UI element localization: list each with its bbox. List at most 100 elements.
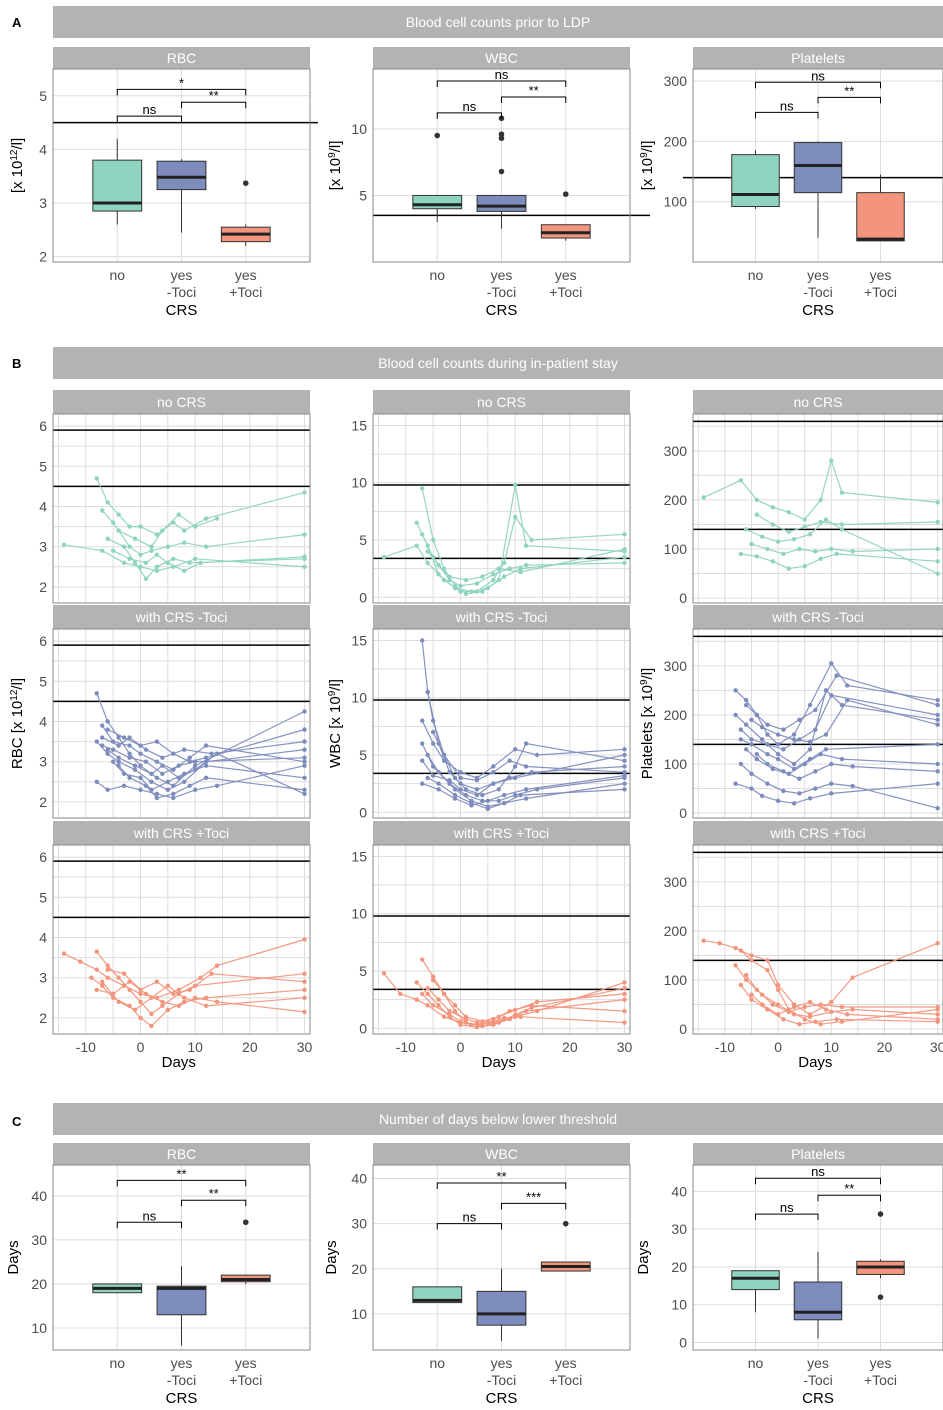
data-point — [845, 1012, 850, 1017]
data-point — [775, 1002, 781, 1007]
box — [793, 142, 843, 194]
data-point — [474, 792, 480, 798]
data-point — [182, 747, 187, 752]
data-point — [430, 773, 436, 778]
y-tick-label: 0 — [679, 1334, 687, 1350]
data-point — [802, 563, 807, 569]
axis-label-part: /l] — [9, 678, 26, 690]
y-tick-label: 0 — [679, 590, 687, 606]
data-point — [845, 683, 850, 688]
data-point — [154, 979, 160, 984]
x-tick-label: 20 — [562, 1039, 578, 1055]
data-point — [775, 1012, 781, 1017]
data-point — [765, 761, 770, 767]
x-tick-label: 0 — [137, 1039, 145, 1055]
data-point — [733, 712, 738, 718]
data-point — [420, 758, 425, 763]
significance-label: ns — [143, 1208, 157, 1223]
outlier-point — [877, 1211, 884, 1217]
data-point — [791, 801, 797, 806]
data-point — [143, 747, 149, 752]
y-tick-label: 6 — [39, 418, 47, 434]
y-tick-label: 10 — [351, 121, 367, 137]
section-b-label: B — [12, 356, 21, 371]
data-point — [116, 528, 121, 533]
data-point — [749, 742, 754, 747]
data-point — [154, 759, 160, 764]
data-point — [463, 577, 469, 583]
data-point — [765, 751, 770, 757]
significance-label: ns — [143, 102, 157, 117]
data-point — [441, 1014, 447, 1020]
data-point — [160, 1003, 165, 1009]
data-point — [209, 971, 214, 976]
data-point — [209, 751, 214, 756]
data-point — [176, 987, 181, 992]
significance-label: ** — [529, 83, 539, 98]
data-point — [935, 769, 940, 774]
axis-label-part: RBC [x 10 — [9, 701, 26, 769]
data-point — [203, 743, 209, 748]
significance-bracket — [116, 1179, 247, 1187]
data-point — [807, 1014, 813, 1020]
data-point — [797, 791, 802, 796]
data-point — [807, 739, 813, 745]
outlier-point — [562, 191, 569, 197]
data-point — [935, 571, 940, 576]
data-point — [192, 759, 198, 764]
data-point — [100, 979, 105, 984]
significance-bracket — [181, 1199, 247, 1207]
y-tick-label: 2 — [39, 579, 47, 595]
data-point — [850, 549, 855, 554]
data-point — [765, 967, 770, 973]
series-line — [740, 738, 938, 770]
data-point — [523, 563, 529, 568]
data-point — [165, 1007, 171, 1013]
data-point — [622, 1008, 627, 1014]
data-point — [414, 980, 419, 985]
axis-label-exponent: 9 — [639, 679, 650, 685]
data-point — [420, 532, 425, 537]
y-tick-label: 5 — [359, 532, 367, 548]
data-point — [116, 743, 121, 748]
series-line — [101, 510, 305, 556]
data-point — [160, 528, 165, 533]
x-axis-title: CRS — [802, 1390, 834, 1407]
data-point — [425, 689, 430, 695]
data-point — [813, 549, 818, 554]
data-point — [839, 756, 845, 762]
y-axis-title: RBC [x 1012/l] — [9, 678, 26, 769]
data-point — [138, 775, 143, 780]
data-point — [89, 975, 94, 980]
series-line — [96, 980, 305, 1013]
data-point — [523, 787, 529, 792]
data-point — [127, 524, 132, 529]
data-point — [105, 727, 110, 732]
data-point — [733, 945, 738, 951]
data-point — [94, 691, 99, 696]
series-line — [107, 538, 305, 580]
axis-label-part: /l] — [639, 141, 656, 153]
data-point — [770, 522, 775, 527]
data-point — [491, 572, 496, 577]
data-point — [149, 544, 154, 549]
data-point — [474, 787, 480, 792]
data-point — [441, 577, 447, 583]
data-point — [839, 490, 845, 495]
data-point — [116, 999, 121, 1005]
data-point — [491, 577, 496, 583]
data-point — [302, 739, 307, 744]
data-point — [622, 769, 627, 775]
data-point — [165, 983, 171, 988]
data-point — [823, 517, 829, 522]
data-point — [132, 763, 138, 768]
panel-border — [372, 68, 631, 263]
data-point — [182, 540, 187, 545]
facet-title: no CRS — [477, 394, 526, 410]
data-point — [743, 977, 749, 983]
significance-bracket — [116, 115, 182, 123]
data-point — [192, 524, 198, 529]
data-point — [192, 556, 198, 561]
data-point — [154, 791, 160, 797]
data-point — [791, 761, 797, 767]
